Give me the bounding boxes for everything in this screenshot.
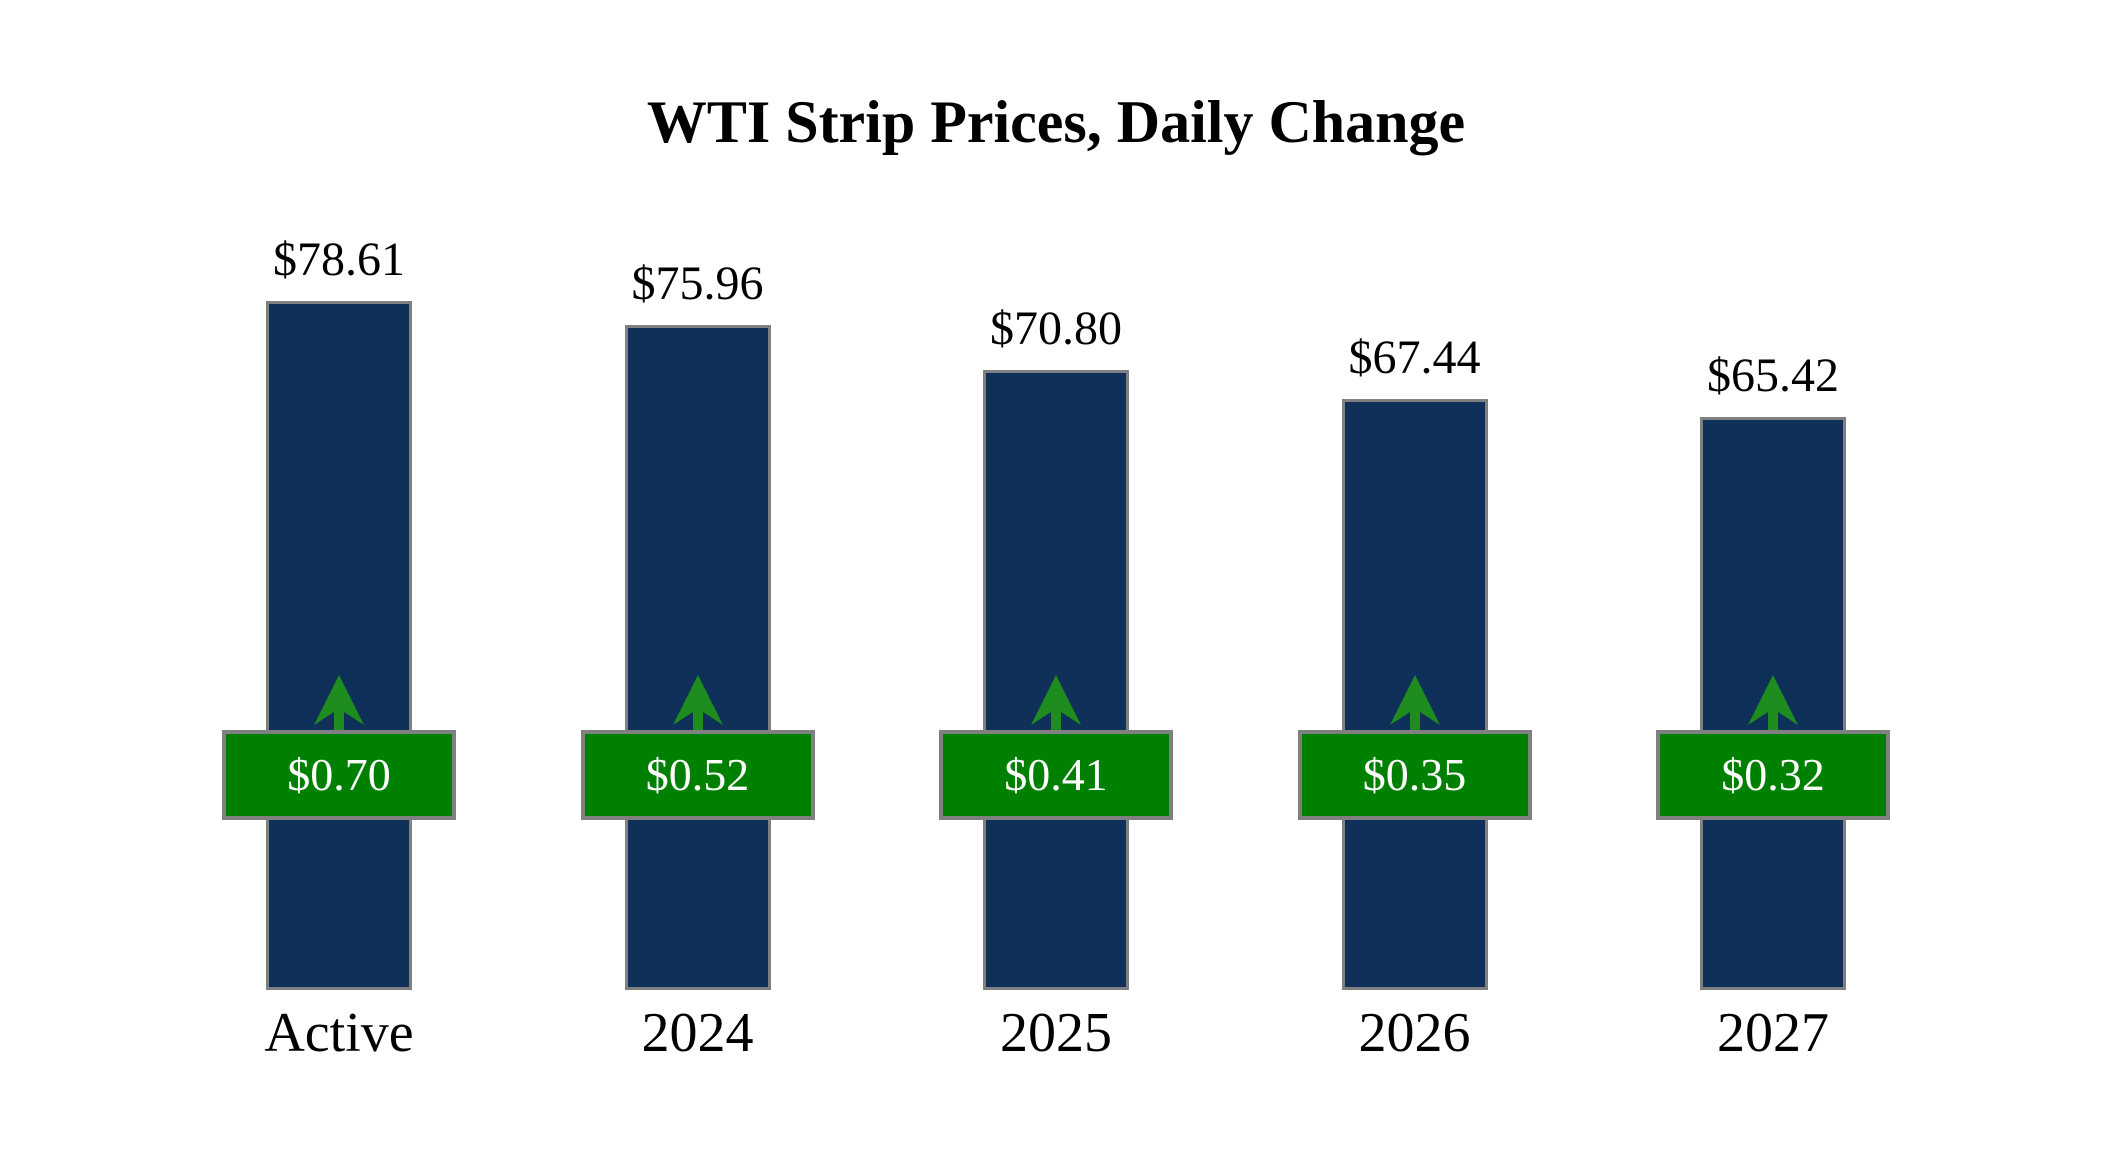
bar-value-label: $75.96 <box>631 256 764 310</box>
bar <box>1341 399 1488 990</box>
up-arrow-icon <box>1748 675 1798 732</box>
badge-label: $0.52 <box>645 749 750 800</box>
badge-label: $0.41 <box>1004 749 1108 800</box>
up-arrow-icon <box>314 675 364 732</box>
category-label: 2026 <box>1358 1002 1471 1064</box>
badge-label: $0.70 <box>287 749 391 800</box>
bar-value-label: $67.44 <box>1348 331 1481 385</box>
bar-value-label: $65.42 <box>1707 348 1839 402</box>
daily-change-badge: $0.70 <box>222 730 456 820</box>
up-arrow-icon <box>1031 675 1081 732</box>
category-label: Active <box>264 1002 414 1064</box>
category-label: 2027 <box>1717 1002 1829 1064</box>
bar <box>624 324 771 990</box>
badge-label: $0.35 <box>1362 749 1467 800</box>
daily-change-badge: $0.32 <box>1656 730 1890 820</box>
daily-change-badge: $0.52 <box>580 730 815 820</box>
bar <box>266 301 412 990</box>
up-arrow-icon <box>672 675 723 732</box>
up-arrow-icon <box>1389 675 1440 732</box>
bar-value-label: $70.80 <box>990 301 1122 355</box>
badge-label: $0.32 <box>1721 749 1825 800</box>
bar-value-label: $78.61 <box>273 233 405 287</box>
bar <box>1700 416 1846 990</box>
bar <box>983 369 1129 990</box>
daily-change-badge: $0.41 <box>939 730 1173 820</box>
category-label: 2025 <box>1000 1002 1112 1064</box>
category-label: 2024 <box>641 1002 754 1064</box>
chart-title: WTI Strip Prices, Daily Change <box>646 89 1466 155</box>
daily-change-badge: $0.35 <box>1297 730 1532 820</box>
